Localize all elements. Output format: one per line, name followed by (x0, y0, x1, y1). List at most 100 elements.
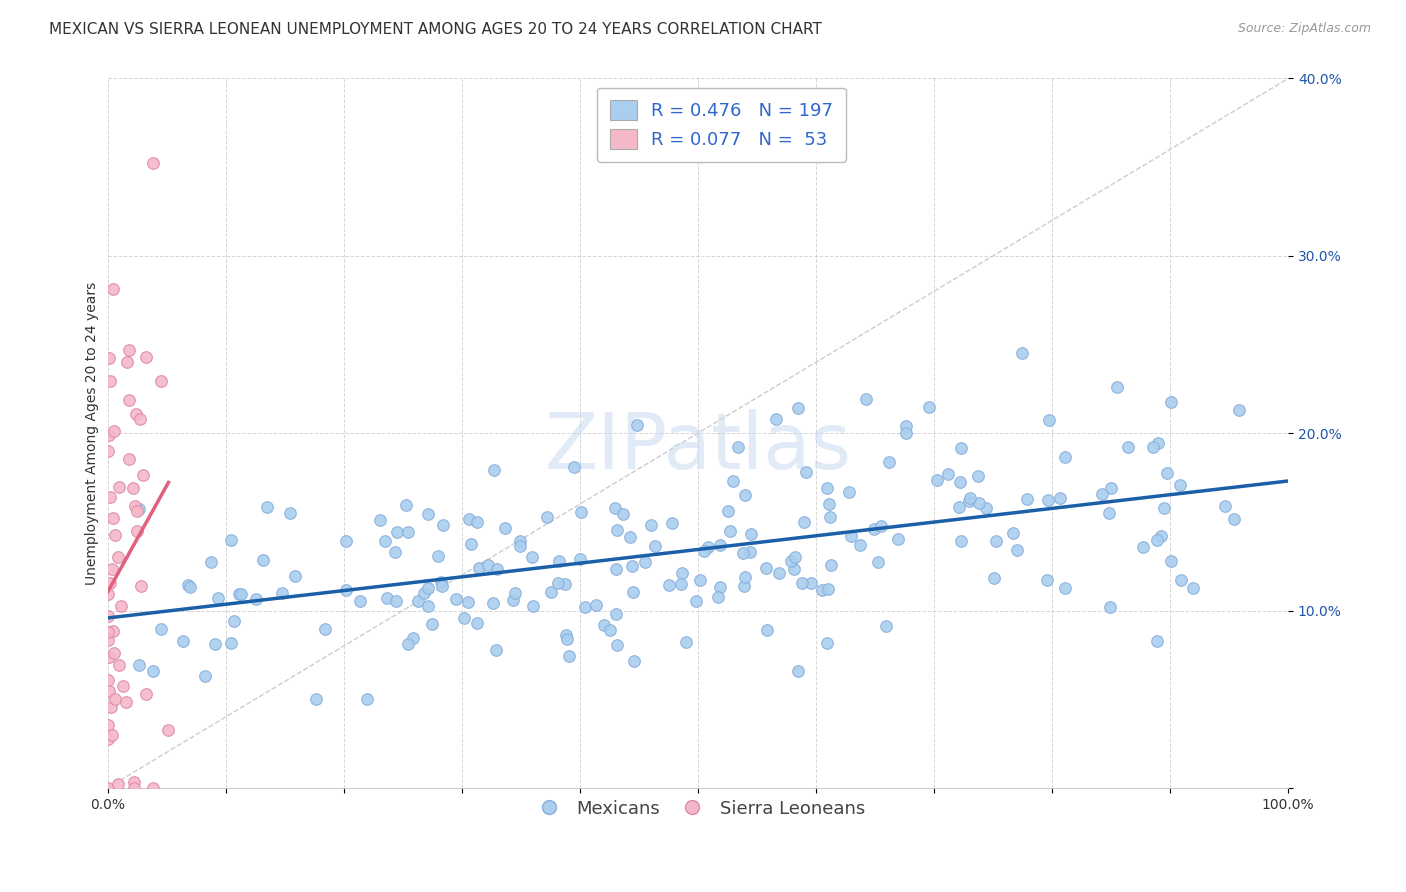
Point (384, 545, 406, 559)
Point (948, 500, 970, 514)
Point (385, 593, 408, 607)
Point (418, 599, 440, 613)
Point (115, 355, 138, 369)
Point (335, 582, 357, 597)
Point (740, 526, 762, 541)
Point (1054, 582, 1077, 596)
Point (1146, 634, 1168, 648)
Point (100, 728, 122, 742)
Point (818, 510, 841, 524)
Point (176, 578, 198, 592)
Point (1223, 512, 1246, 526)
Point (734, 488, 756, 502)
Point (1091, 487, 1114, 501)
Point (97, 718, 120, 732)
Point (110, 599, 132, 613)
Point (820, 558, 842, 573)
Point (103, 624, 125, 638)
Point (875, 618, 897, 632)
Point (740, 545, 762, 559)
Point (1160, 395, 1182, 409)
Point (416, 582, 439, 596)
Point (103, 646, 125, 660)
Point (918, 400, 941, 414)
Point (547, 575, 569, 590)
Point (245, 591, 267, 606)
Point (540, 585, 562, 599)
Point (1005, 543, 1028, 558)
Point (1105, 380, 1128, 394)
Point (756, 624, 779, 638)
Point (1116, 441, 1139, 455)
Point (477, 558, 499, 572)
Point (818, 497, 841, 511)
Point (721, 475, 744, 489)
Point (128, 657, 150, 672)
Point (574, 599, 596, 614)
Point (733, 579, 755, 593)
Point (599, 623, 621, 637)
Point (896, 425, 918, 440)
Point (179, 580, 201, 594)
Point (396, 637, 419, 651)
Point (107, 777, 129, 791)
Point (548, 554, 571, 568)
Point (1147, 435, 1170, 450)
Point (780, 554, 803, 568)
Point (959, 494, 981, 508)
Point (783, 562, 806, 576)
Point (420, 616, 443, 631)
Point (465, 515, 488, 529)
Point (1015, 491, 1038, 506)
Point (444, 592, 467, 607)
Point (709, 538, 731, 552)
Point (122, 780, 145, 795)
Point (671, 566, 693, 580)
Point (387, 524, 409, 539)
Legend: Mexicans, Sierra Leoneans: Mexicans, Sierra Leoneans (524, 792, 872, 825)
Point (793, 516, 815, 530)
Point (97, 780, 120, 795)
Point (1035, 573, 1057, 587)
Point (157, 723, 180, 738)
Point (108, 658, 131, 673)
Point (887, 533, 910, 547)
Point (815, 481, 838, 495)
Point (558, 648, 581, 663)
Point (606, 523, 628, 537)
Point (430, 574, 453, 589)
Point (349, 593, 371, 607)
Point (605, 607, 627, 621)
Point (122, 482, 145, 496)
Point (1149, 529, 1171, 543)
Point (959, 491, 981, 506)
Point (1227, 402, 1250, 417)
Point (458, 511, 481, 525)
Point (569, 505, 592, 519)
Point (125, 407, 148, 421)
Point (626, 417, 648, 432)
Point (125, 524, 148, 538)
Point (966, 468, 988, 483)
Point (657, 578, 679, 592)
Point (494, 521, 516, 535)
Point (855, 392, 877, 406)
Point (408, 594, 430, 608)
Point (256, 500, 278, 515)
Point (219, 636, 242, 650)
Point (402, 632, 425, 646)
Point (877, 455, 900, 469)
Point (785, 550, 807, 565)
Point (173, 633, 195, 648)
Point (731, 545, 754, 559)
Point (128, 501, 150, 516)
Point (1181, 581, 1204, 595)
Point (765, 412, 787, 426)
Point (1054, 450, 1077, 465)
Point (1001, 525, 1024, 540)
Point (640, 518, 662, 533)
Point (416, 507, 439, 521)
Point (1098, 506, 1121, 520)
Point (432, 517, 454, 532)
Point (671, 577, 693, 591)
